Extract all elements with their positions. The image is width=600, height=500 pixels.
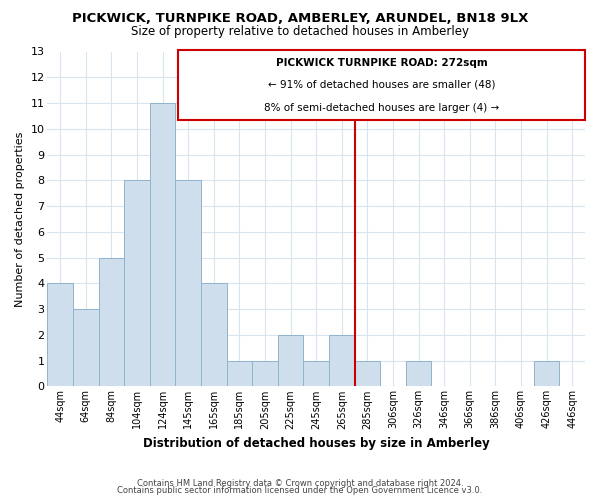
Text: Size of property relative to detached houses in Amberley: Size of property relative to detached ho… [131, 25, 469, 38]
Bar [227, 360, 252, 386]
Text: PICKWICK, TURNPIKE ROAD, AMBERLEY, ARUNDEL, BN18 9LX: PICKWICK, TURNPIKE ROAD, AMBERLEY, ARUND… [72, 12, 528, 26]
Bar [73, 309, 98, 386]
Bar [47, 284, 73, 387]
Bar [304, 360, 329, 386]
Text: PICKWICK TURNPIKE ROAD: 272sqm: PICKWICK TURNPIKE ROAD: 272sqm [275, 58, 487, 68]
Text: Contains HM Land Registry data © Crown copyright and database right 2024.: Contains HM Land Registry data © Crown c… [137, 478, 463, 488]
Text: Contains public sector information licensed under the Open Government Licence v3: Contains public sector information licen… [118, 486, 482, 495]
Bar [534, 360, 559, 386]
Bar [150, 103, 175, 387]
Bar [406, 360, 431, 386]
Text: ← 91% of detached houses are smaller (48): ← 91% of detached houses are smaller (48… [268, 80, 495, 90]
Bar [124, 180, 150, 386]
Text: 8% of semi-detached houses are larger (4) →: 8% of semi-detached houses are larger (4… [264, 103, 499, 113]
Bar [201, 284, 227, 387]
FancyBboxPatch shape [178, 50, 585, 120]
Bar [278, 335, 304, 386]
X-axis label: Distribution of detached houses by size in Amberley: Distribution of detached houses by size … [143, 437, 490, 450]
Y-axis label: Number of detached properties: Number of detached properties [15, 132, 25, 306]
Bar [329, 335, 355, 386]
Bar [175, 180, 201, 386]
Bar [98, 258, 124, 386]
Bar [252, 360, 278, 386]
Bar [355, 360, 380, 386]
